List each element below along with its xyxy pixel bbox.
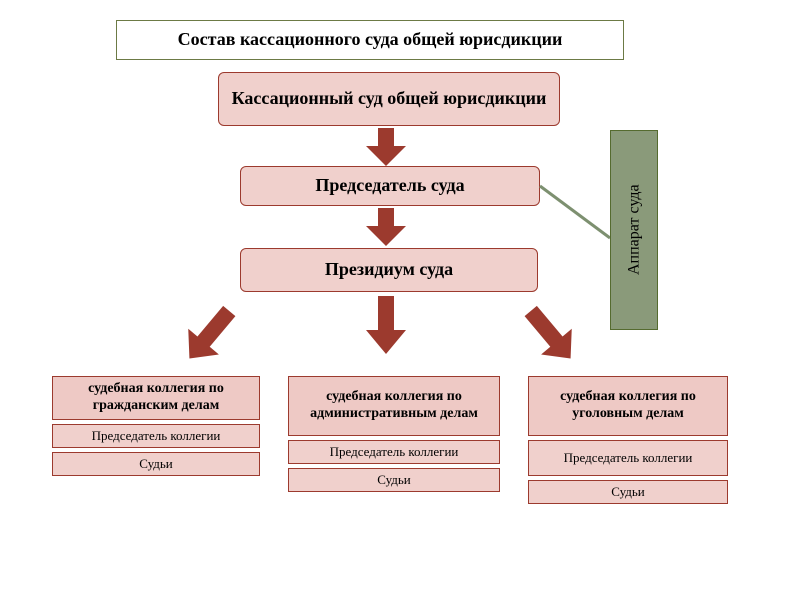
col2-box: судебная коллегия по административным де…	[288, 376, 500, 436]
arrow-down-3	[366, 296, 406, 356]
col2-chair-text: Председатель коллегии	[330, 444, 459, 460]
presidium-text: Президиум суда	[325, 259, 453, 281]
col3-chair-box: Председатель коллегии	[528, 440, 728, 476]
presidium-box: Президиум суда	[240, 248, 538, 292]
court-box: Кассационный суд общей юрисдикции	[218, 72, 560, 126]
col1-judges-box: Судьи	[52, 452, 260, 476]
apparatus-text: Аппарат суда	[624, 185, 643, 276]
col1-judges-text: Судьи	[139, 456, 173, 472]
col2-chair-box: Председатель коллегии	[288, 440, 500, 464]
arrow-diag-right	[520, 294, 580, 374]
chairman-box: Председатель суда	[240, 166, 540, 206]
col3-text: судебная коллегия по уголовным делам	[529, 389, 727, 423]
apparatus-box: Аппарат суда	[610, 130, 658, 330]
chairman-text: Председатель суда	[315, 175, 464, 197]
arrow-down-1	[366, 128, 406, 166]
col2-text: судебная коллегия по административным де…	[289, 389, 499, 423]
col3-judges-box: Судьи	[528, 480, 728, 504]
col1-chair-text: Председатель коллегии	[92, 428, 221, 444]
title-box: Состав кассационного суда общей юрисдикц…	[116, 20, 624, 60]
arrow-diag-left	[180, 294, 240, 374]
col3-box: судебная коллегия по уголовным делам	[528, 376, 728, 436]
col3-chair-text: Председатель коллегии	[564, 451, 693, 465]
col1-chair-box: Председатель коллегии	[52, 424, 260, 448]
court-text: Кассационный суд общей юрисдикции	[232, 88, 547, 110]
col2-judges-text: Судьи	[377, 472, 411, 488]
col2-judges-box: Судьи	[288, 468, 500, 492]
arrow-down-2	[366, 208, 406, 246]
col1-box: судебная коллегия по гражданским делам	[52, 376, 260, 420]
title-text: Состав кассационного суда общей юрисдикц…	[178, 29, 563, 51]
col1-text: судебная коллегия по гражданским делам	[53, 381, 259, 415]
col3-judges-text: Судьи	[611, 484, 645, 500]
